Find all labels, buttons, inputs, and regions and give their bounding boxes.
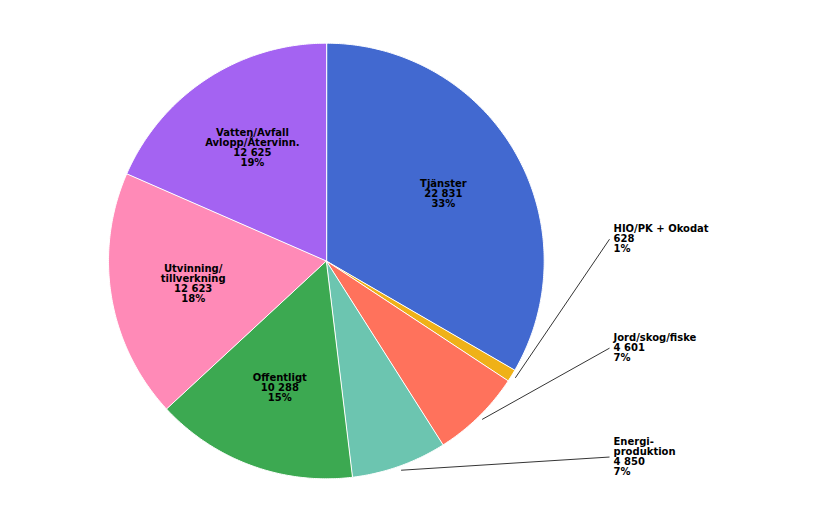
svg-text:HIO/PK + Okodat6281%: HIO/PK + Okodat6281% (614, 223, 709, 254)
svg-text:Offentligt10 28815%: Offentligt10 28815% (253, 372, 307, 403)
svg-text:Vatten/AvfallAvlopp/Återvinn.1: Vatten/AvfallAvlopp/Återvinn.12 62519% (205, 127, 299, 168)
svg-text:Tjänster22 83133%: Tjänster22 83133% (420, 178, 467, 209)
svg-text:Utvinning/tillverkning12 62318: Utvinning/tillverkning12 62318% (161, 263, 226, 304)
svg-text:Jord/skog/fiske4 6017%: Jord/skog/fiske4 6017% (613, 332, 697, 363)
svg-text:Energi-produktion4 8507%: Energi-produktion4 8507% (614, 436, 676, 477)
